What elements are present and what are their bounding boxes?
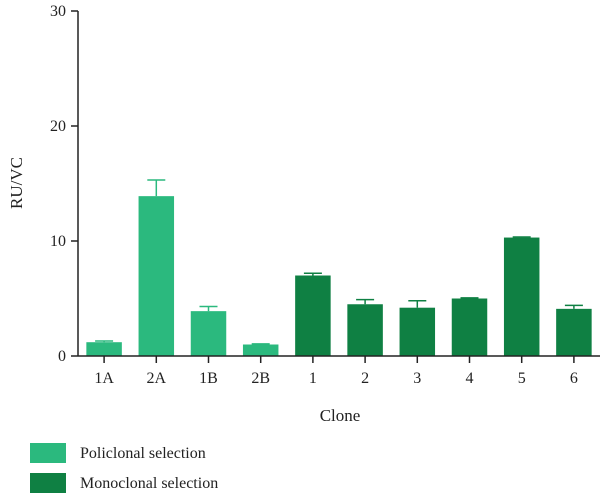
bar-1B: [190, 311, 227, 356]
y-tick-label: 20: [50, 118, 66, 135]
y-tick-label: 10: [50, 233, 66, 250]
legend-swatch: [30, 473, 66, 493]
error-bars: [95, 179, 583, 345]
legend-label: Monoclonal selection: [80, 475, 218, 492]
x-tick-label: 2: [361, 370, 369, 387]
y-axis: 0 10 20 30: [50, 3, 79, 365]
bar-4: [451, 298, 488, 356]
bar-6: [556, 308, 592, 356]
bar-2B: [242, 344, 279, 356]
x-tick-label: 1A: [94, 370, 114, 387]
bars: [86, 196, 592, 356]
x-tick-label: 1B: [199, 370, 218, 387]
bar-3: [399, 307, 436, 356]
x-axis-title: Clone: [320, 406, 361, 425]
x-tick-label: 6: [570, 370, 578, 387]
bar-1: [295, 275, 331, 356]
legend-swatch: [30, 443, 66, 463]
legend-label: Policlonal selection: [80, 445, 206, 462]
x-tick-label: 5: [518, 370, 526, 387]
y-tick-label: 0: [58, 348, 66, 365]
x-tick-label: 1: [309, 370, 317, 387]
y-axis-title: RU/VC: [7, 157, 26, 209]
bar-2: [347, 304, 383, 356]
bar-5: [503, 237, 540, 356]
x-axis: 1A 2A 1B 2B 1 2 3 4 5 6: [78, 355, 600, 387]
x-tick-label: 3: [413, 370, 421, 387]
bar-1A: [86, 342, 122, 356]
bar-2A: [138, 196, 175, 356]
legend: Policlonal selection Monoclonal selection: [30, 443, 218, 493]
x-tick-label: 4: [466, 370, 474, 387]
x-tick-label: 2B: [251, 370, 270, 387]
y-tick-label: 30: [50, 3, 66, 20]
x-tick-label: 2A: [147, 370, 167, 387]
